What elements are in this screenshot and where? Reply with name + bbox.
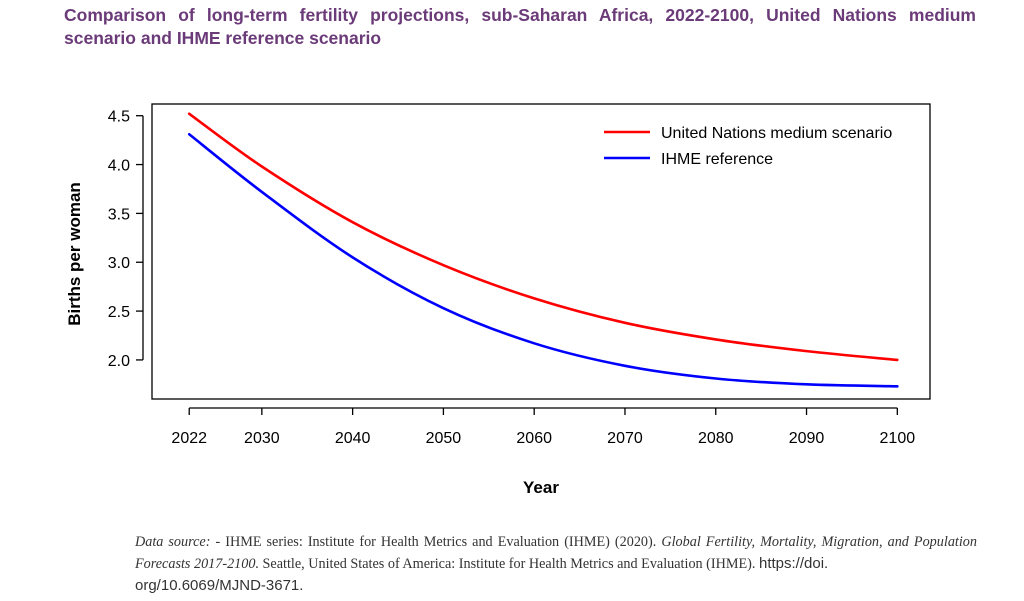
series-lines [187,112,899,388]
y-tick-label: 2.5 [108,304,130,321]
x-axis: 2022 2030 2040 2050 2060 2070 2080 2090 2100 [171,407,916,447]
series-line-ihme-reference [187,132,899,388]
source-url-part1[interactable]: https://doi. [758,555,829,572]
x-axis-label: Year [523,478,559,497]
data-source-note: Data source: - IHME series: Institute fo… [135,532,977,597]
y-axis: 2.0 2.5 3.0 3.5 4.0 4.5 [108,109,144,370]
x-tick-label: 2060 [516,430,552,447]
x-tick-label: 2080 [698,430,734,447]
source-publication: Global Fertility, Mortality, Migration, … [135,534,977,572]
legend-label: IHME reference [661,151,773,168]
source-url-part2[interactable]: org/10.6069/MJND-3671. [135,577,304,594]
source-label: Data source: [135,534,211,550]
x-tick-label: 2022 [171,430,207,447]
x-tick-label: 2100 [880,430,916,447]
y-axis-label: Births per woman [65,182,84,326]
series-line-un-medium [187,112,899,362]
x-tick-label: 2040 [335,430,371,447]
plot-frame [151,103,931,400]
y-tick-label: 2.0 [108,353,130,370]
y-tick-label: 3.0 [108,255,130,272]
y-tick-label: 3.5 [108,206,130,223]
y-tick-label: 4.0 [108,158,130,175]
legend-label: United Nations medium scenario [661,125,892,142]
legend: United Nations medium scenario IHME refer… [604,125,892,168]
x-tick-label: 2030 [244,430,280,447]
y-tick-label: 4.5 [108,109,130,126]
x-tick-label: 2090 [789,430,825,447]
source-text-2: Seattle, United States of America: Insti… [259,556,759,572]
chart-title: Comparison of long-term fertility projec… [64,5,976,48]
x-tick-label: 2050 [426,430,462,447]
x-tick-label: 2070 [607,430,643,447]
source-text-1: - IHME series: Institute for Health Metr… [210,534,662,550]
